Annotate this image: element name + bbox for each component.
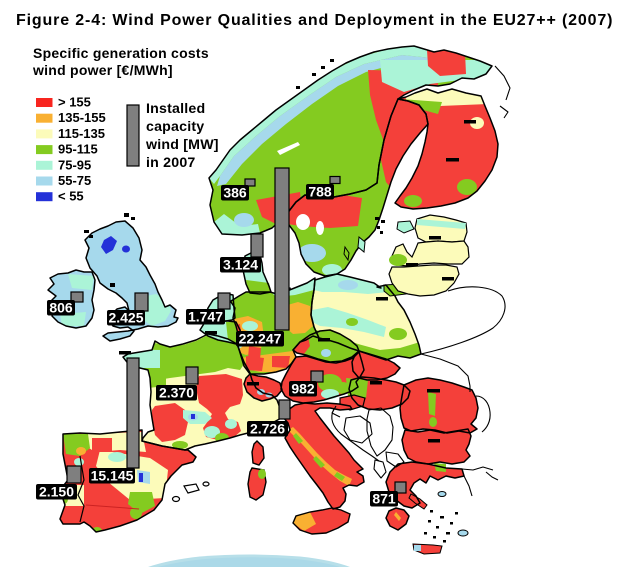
svg-text:> 155: > 155: [58, 95, 91, 110]
svg-text:95-115: 95-115: [58, 142, 98, 157]
svg-text:75-95: 75-95: [58, 157, 91, 172]
svg-text:115-135: 115-135: [58, 126, 105, 141]
svg-text:Specific generation costs: Specific generation costs: [33, 45, 209, 61]
svg-text:871: 871: [372, 491, 396, 507]
svg-text:wind power [€/MWh]: wind power [€/MWh]: [32, 62, 173, 78]
svg-text:in 2007: in 2007: [146, 155, 196, 171]
svg-text:55-75: 55-75: [58, 173, 91, 188]
svg-text:982: 982: [291, 381, 315, 397]
svg-text:1.747: 1.747: [188, 309, 223, 325]
svg-text:135-155: 135-155: [58, 110, 106, 125]
svg-text:2.150: 2.150: [39, 484, 74, 500]
svg-text:Figure 2-4: Wind Power Qualiti: Figure 2-4: Wind Power Qualities and Dep…: [16, 12, 613, 29]
svg-text:386: 386: [223, 185, 247, 201]
svg-text:788: 788: [308, 184, 332, 200]
svg-text:Installed: Installed: [146, 101, 205, 117]
svg-text:806: 806: [49, 300, 73, 316]
svg-text:2.726: 2.726: [250, 421, 285, 437]
svg-text:3.124: 3.124: [223, 257, 258, 273]
svg-text:capacity: capacity: [146, 119, 204, 135]
svg-text:2.370: 2.370: [159, 385, 194, 401]
svg-text:wind [MW]: wind [MW]: [145, 137, 219, 153]
svg-text:2.425: 2.425: [108, 310, 143, 326]
svg-text:15.145: 15.145: [91, 468, 134, 484]
svg-text:< 55: < 55: [58, 189, 84, 204]
svg-text:22.247: 22.247: [239, 331, 282, 347]
